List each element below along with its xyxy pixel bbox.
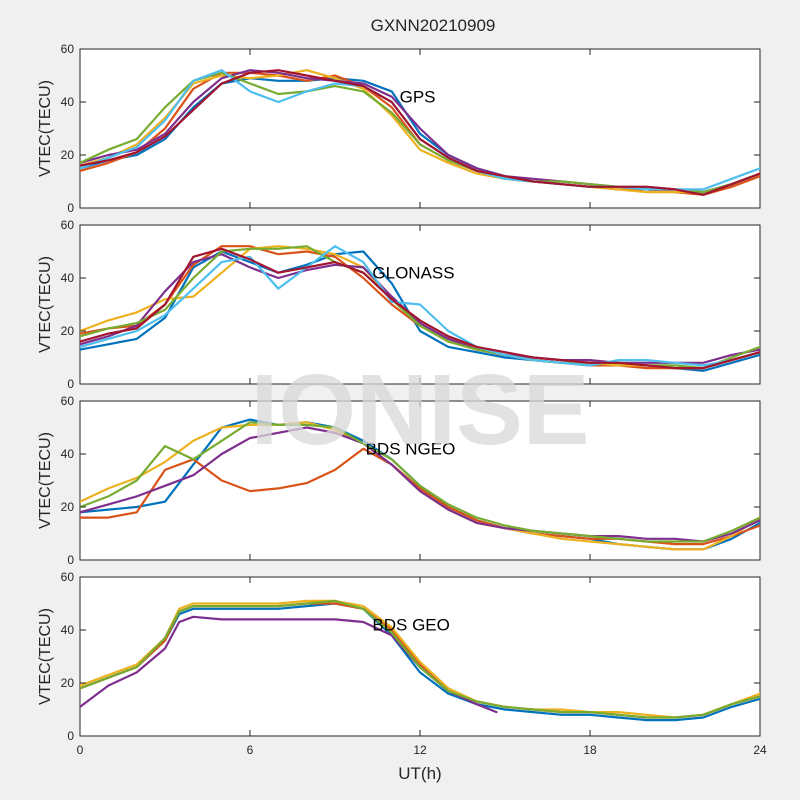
panel-label: BDS GEO xyxy=(372,616,449,635)
panel-4: 0 20 40 60 0 6 12 18 24 VTEC(TECU) UT(h) BDS GEO xyxy=(37,570,767,783)
series-line-3 xyxy=(80,69,760,194)
x-tick-label: 24 xyxy=(753,743,767,757)
series-group xyxy=(80,599,760,722)
series-group xyxy=(80,418,760,551)
y-tick-label: 40 xyxy=(61,623,75,637)
y-tick-label: 0 xyxy=(67,553,74,567)
y-tick-label: 20 xyxy=(61,324,75,338)
y-axis-label: VTEC(TECU) xyxy=(37,80,54,177)
y-tick-label: 60 xyxy=(61,42,75,56)
y-axis-label: VTEC(TECU) xyxy=(37,432,54,529)
y-axis-label: VTEC(TECU) xyxy=(37,256,54,353)
y-tick-label: 20 xyxy=(61,148,75,162)
watermark: IONISE xyxy=(251,354,590,466)
x-tick-label: 12 xyxy=(413,743,427,757)
panel-label: BDS NGEO xyxy=(366,440,456,459)
y-tick-label: 20 xyxy=(61,500,75,514)
panel-label: GPS xyxy=(400,88,436,107)
y-tick-label: 40 xyxy=(61,447,75,461)
y-tick-label: 60 xyxy=(61,570,75,584)
x-tick-label: 18 xyxy=(583,743,597,757)
series-line-4 xyxy=(80,253,760,364)
series-group xyxy=(80,69,760,196)
panel-label: GLONASS xyxy=(372,264,454,283)
y-tick-label: 20 xyxy=(61,676,75,690)
x-tick-label: 6 xyxy=(247,743,254,757)
x-axis-label: UT(h) xyxy=(398,764,441,783)
series-line-4 xyxy=(80,426,760,543)
series-line-3 xyxy=(80,599,760,719)
y-tick-label: 0 xyxy=(67,377,74,391)
series-line-1 xyxy=(80,602,760,722)
x-tick-label: 0 xyxy=(77,743,84,757)
axes-box xyxy=(79,400,761,561)
y-tick-label: 60 xyxy=(61,218,75,232)
series-group xyxy=(80,245,760,372)
panel-1: 0 20 40 60 VTEC(TECU) GPS xyxy=(37,42,761,215)
series-line-7 xyxy=(80,69,760,196)
series-line-7 xyxy=(80,247,760,370)
axes-box xyxy=(79,576,761,737)
panel-3: 0 20 40 60 VTEC(TECU) BDS NGEO xyxy=(37,394,761,567)
y-tick-label: 40 xyxy=(61,271,75,285)
figure-title: GXNN20210909 xyxy=(371,16,496,35)
series-line-6 xyxy=(80,245,760,367)
y-tick-label: 40 xyxy=(61,95,75,109)
series-line-5 xyxy=(80,599,760,719)
panel-2: 0 20 40 60 VTEC(TECU) GLONASS xyxy=(37,218,761,391)
y-tick-label: 0 xyxy=(67,201,74,215)
series-line-5 xyxy=(80,421,760,543)
y-tick-label: 60 xyxy=(61,394,75,408)
y-axis-label: VTEC(TECU) xyxy=(37,608,54,705)
y-tick-label: 0 xyxy=(67,729,74,743)
